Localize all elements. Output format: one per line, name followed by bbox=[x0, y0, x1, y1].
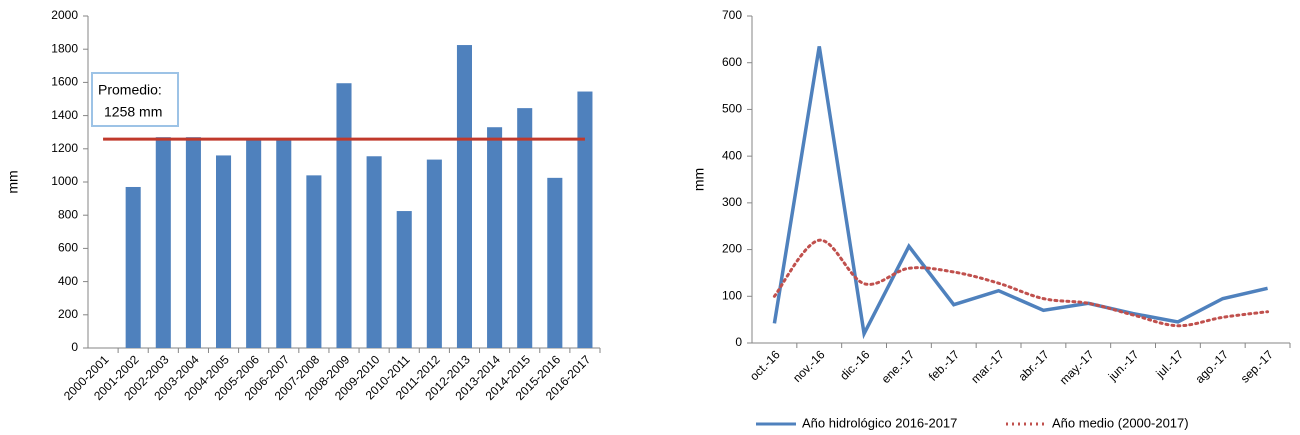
y-tick-label: 1600 bbox=[51, 75, 78, 89]
bar bbox=[366, 156, 382, 348]
y-tick-label: 400 bbox=[722, 148, 742, 162]
y-axis-label: mm bbox=[691, 168, 707, 191]
y-tick-label: 700 bbox=[722, 8, 742, 22]
bar bbox=[396, 211, 412, 348]
bar bbox=[426, 159, 442, 348]
y-tick-label: 100 bbox=[722, 288, 742, 302]
bar bbox=[125, 186, 141, 348]
bar bbox=[185, 137, 201, 348]
bar bbox=[155, 137, 171, 348]
x-tick-label: may.-17 bbox=[1057, 347, 1097, 387]
legend-label: Año hidrológico 2016-2017 bbox=[802, 415, 957, 430]
y-tick-label: 0 bbox=[71, 340, 78, 354]
y-tick-label: 2000 bbox=[51, 8, 78, 22]
x-tick-label: dic.-16 bbox=[837, 347, 873, 383]
x-tick-label: abr.-17 bbox=[1015, 347, 1052, 384]
x-tick-label: jun.-17 bbox=[1105, 347, 1142, 384]
bar bbox=[216, 155, 232, 348]
y-tick-label: 200 bbox=[722, 242, 742, 256]
x-tick-label: oct.-16 bbox=[747, 347, 783, 383]
bar bbox=[336, 83, 352, 348]
y-tick-label: 1200 bbox=[51, 141, 78, 155]
x-tick-label: sep.-17 bbox=[1238, 347, 1276, 385]
y-tick-label: 800 bbox=[58, 207, 78, 221]
y-tick-label: 0 bbox=[735, 335, 742, 349]
line-series bbox=[772, 238, 1270, 328]
y-tick-label: 500 bbox=[722, 102, 742, 116]
x-tick-label: ene.-17 bbox=[879, 347, 918, 386]
bar bbox=[517, 108, 533, 348]
line-series bbox=[772, 46, 1268, 340]
x-tick-label: ago.-17 bbox=[1192, 347, 1231, 386]
y-tick-label: 200 bbox=[58, 307, 78, 321]
x-tick-label: jul.-17 bbox=[1153, 347, 1187, 381]
y-tick-label: 600 bbox=[722, 55, 742, 69]
bar bbox=[456, 45, 472, 349]
bar bbox=[306, 175, 322, 348]
bar bbox=[276, 138, 292, 348]
y-tick-label: 1800 bbox=[51, 41, 78, 55]
x-tick-label: nov.-16 bbox=[790, 347, 828, 385]
x-tick-label: mar.-17 bbox=[968, 347, 1007, 386]
bar bbox=[547, 177, 563, 348]
y-axis-label: mm bbox=[5, 170, 21, 193]
legend-label: Año medio (2000-2017) bbox=[1052, 415, 1189, 430]
y-tick-label: 400 bbox=[58, 274, 78, 288]
bar bbox=[246, 138, 262, 348]
y-tick-label: 1400 bbox=[51, 108, 78, 122]
y-tick-label: 600 bbox=[58, 241, 78, 255]
x-tick-label: feb.-17 bbox=[926, 347, 963, 384]
annotation-value: 1258 mm bbox=[104, 104, 162, 120]
y-tick-label: 1000 bbox=[51, 174, 78, 188]
annotation-text: Promedio: bbox=[98, 82, 162, 98]
y-tick-label: 300 bbox=[722, 195, 742, 209]
annotation-box bbox=[91, 72, 179, 127]
bar bbox=[577, 91, 593, 348]
bar bbox=[487, 127, 503, 348]
